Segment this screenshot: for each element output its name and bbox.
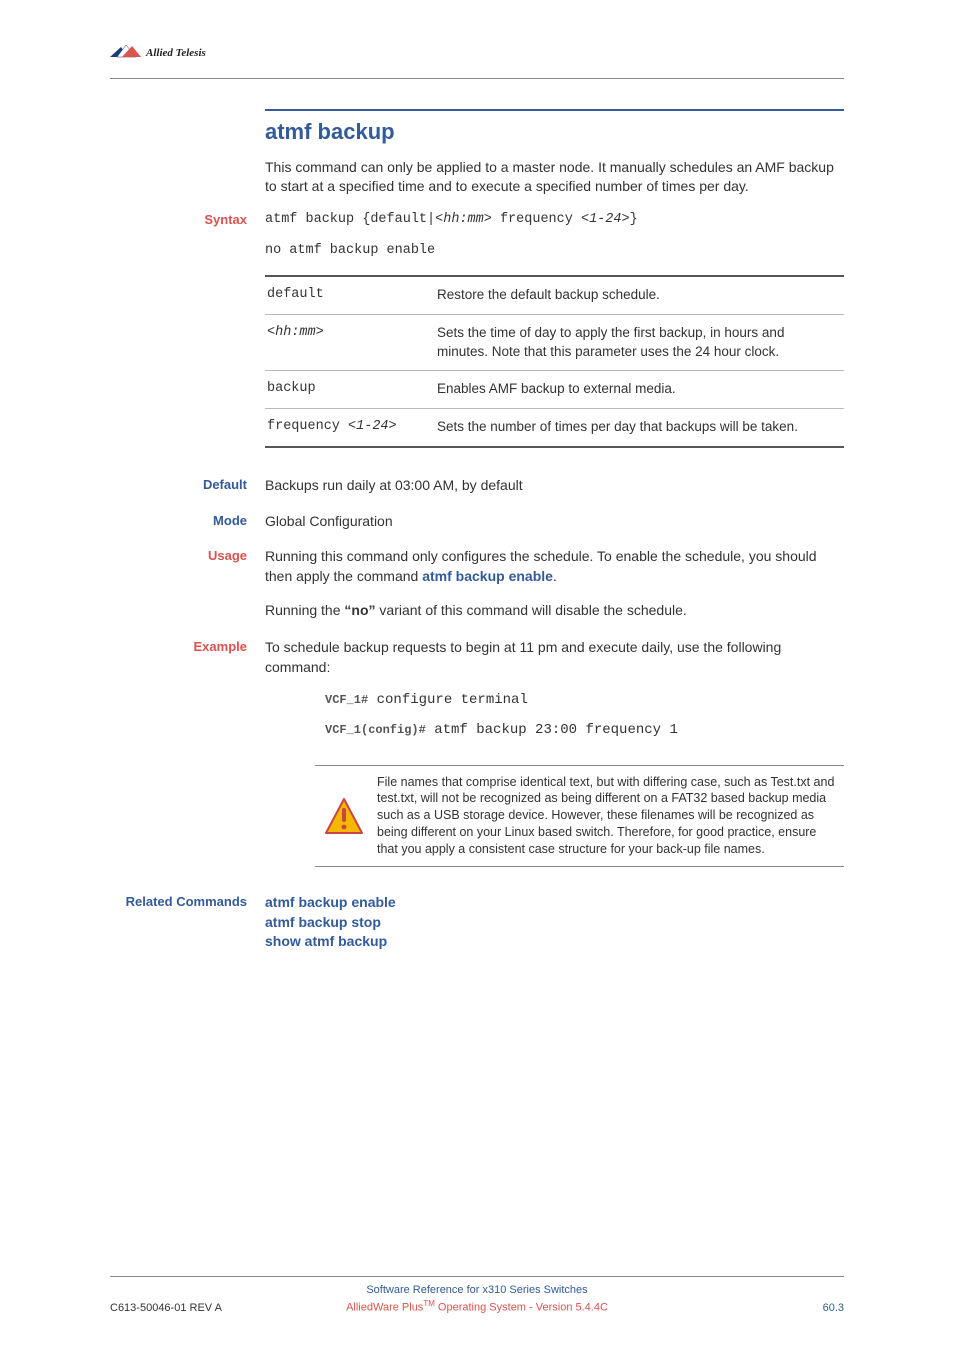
- footer-left: C613-50046-01 REV A: [110, 1301, 260, 1316]
- footer-product: AlliedWare Plus: [346, 1302, 423, 1314]
- table-row: <hh:mm> Sets the time of day to apply th…: [265, 314, 844, 371]
- allied-telesis-logo-icon: Allied Telesis: [110, 40, 280, 66]
- usage-paragraph-2: Running the “no” variant of this command…: [265, 601, 844, 621]
- param-desc: Sets the time of day to apply the first …: [435, 314, 844, 371]
- label-default: Default: [110, 476, 265, 496]
- terminal-block: VCF_1# configure terminal VCF_1(config)#…: [325, 691, 844, 740]
- syntax-text: }: [630, 212, 638, 227]
- table-row: frequency <1-24> Sets the number of time…: [265, 409, 844, 447]
- terminal-prompt: VCF_1(config)#: [325, 723, 426, 737]
- footer-os: Operating System - Version 5.4.4C: [435, 1302, 608, 1314]
- parameters-table: default Restore the default backup sched…: [265, 275, 844, 448]
- example-intro: To schedule backup requests to begin at …: [265, 638, 844, 677]
- label-example: Example: [110, 638, 265, 887]
- param-name: backup: [265, 371, 435, 409]
- table-row: backup Enables AMF backup to external me…: [265, 371, 844, 409]
- default-text: Backups run daily at 03:00 AM, by defaul…: [265, 476, 844, 496]
- label-syntax: Syntax: [110, 211, 265, 261]
- warning-box: File names that comprise identical text,…: [315, 765, 844, 867]
- usage-text: variant of this command will disable the…: [376, 602, 687, 618]
- param-desc: Restore the default backup schedule.: [435, 276, 844, 314]
- label-mode: Mode: [110, 512, 265, 532]
- usage-paragraph-1: Running this command only configures the…: [265, 547, 844, 586]
- param-name: default: [265, 276, 435, 314]
- syntax-text: atmf backup {default|<: [265, 212, 443, 227]
- related-link[interactable]: atmf backup stop: [265, 913, 844, 933]
- title-rule: [265, 109, 844, 111]
- warning-icon: [321, 774, 367, 858]
- syntax-text: > frequency: [484, 212, 581, 227]
- label-usage: Usage: [110, 547, 265, 634]
- param-desc: Sets the number of times per day that ba…: [435, 409, 844, 447]
- page-footer: C613-50046-01 REV A Software Reference f…: [110, 1276, 844, 1316]
- label-related: Related Commands: [110, 893, 265, 952]
- param-name: frequency <1-24>: [265, 409, 435, 447]
- related-link[interactable]: show atmf backup: [265, 932, 844, 952]
- tm-mark: TM: [423, 1299, 435, 1308]
- terminal-prompt: VCF_1#: [325, 693, 368, 707]
- usage-link[interactable]: atmf backup enable: [422, 568, 553, 584]
- table-row: default Restore the default backup sched…: [265, 276, 844, 314]
- usage-text: Running the: [265, 602, 344, 618]
- syntax-var: <1-24>: [581, 212, 630, 227]
- warning-text: File names that comprise identical text,…: [377, 774, 838, 858]
- brand-text: Allied Telesis: [145, 47, 206, 59]
- footer-center-1: Software Reference for x310 Series Switc…: [260, 1283, 694, 1298]
- footer-right: 60.3: [694, 1301, 844, 1316]
- terminal-command: atmf backup 23:00 frequency 1: [426, 722, 678, 738]
- syntax-line-1: atmf backup {default|<hh:mm> frequency <…: [265, 211, 844, 230]
- command-title: atmf backup: [265, 117, 844, 148]
- header-rule: [110, 78, 844, 79]
- syntax-var: hh:mm: [443, 212, 484, 227]
- param-desc: Enables AMF backup to external media.: [435, 371, 844, 409]
- brand-logo: Allied Telesis: [110, 40, 844, 66]
- usage-bold: “no”: [344, 602, 375, 618]
- param-plain: frequency: [267, 419, 348, 434]
- terminal-command: configure terminal: [368, 692, 528, 708]
- param-name: <hh:mm>: [265, 314, 435, 371]
- syntax-line-2: no atmf backup enable: [265, 242, 844, 261]
- footer-center-2: AlliedWare PlusTM Operating System - Ver…: [260, 1298, 694, 1316]
- usage-text: .: [553, 568, 557, 584]
- param-var: <1-24>: [348, 419, 397, 434]
- related-link[interactable]: atmf backup enable: [265, 893, 844, 913]
- intro-paragraph: This command can only be applied to a ma…: [265, 158, 844, 197]
- mode-text: Global Configuration: [265, 512, 844, 532]
